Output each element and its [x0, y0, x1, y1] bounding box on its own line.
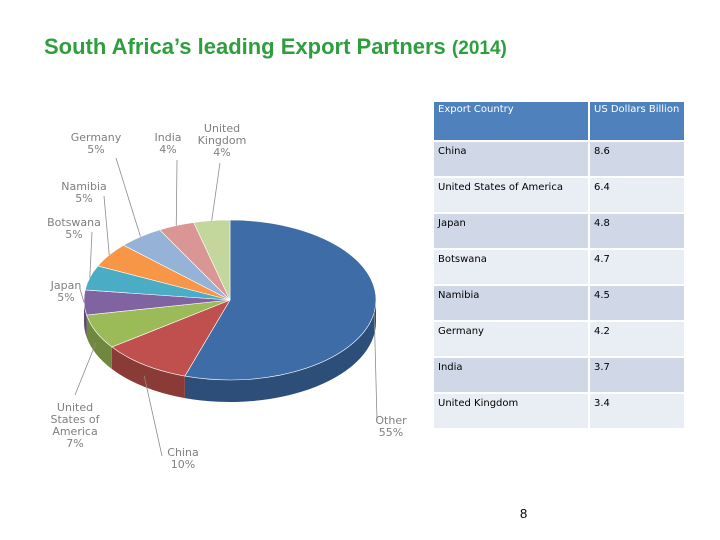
- cell-country: Germany: [432, 320, 590, 358]
- cell-value: 4.5: [588, 284, 686, 322]
- table-row: Botswana 4.7: [432, 248, 686, 286]
- cell-country: Namibia: [432, 284, 590, 322]
- cell-value: 4.8: [588, 212, 686, 250]
- cell-value: 4.2: [588, 320, 686, 358]
- pie-labels: Other 55% China 10% United States of America 7%…: [47, 122, 407, 471]
- pie-side-united-states-of-america: [86, 314, 112, 370]
- pie-side-japan: [84, 300, 87, 337]
- header-us-dollars-billion: US Dollars Billion: [588, 100, 686, 142]
- leader-line-united-states-of-america: [74, 342, 97, 396]
- leader-line-united-kingdom: [211, 162, 221, 221]
- cell-value: 8.6: [588, 140, 686, 178]
- pie-label-namibia: Namibia 5%: [61, 180, 107, 205]
- table-row: United Kingdom 3.4: [432, 392, 686, 430]
- leader-line-japan: [79, 288, 85, 303]
- cell-country: China: [432, 140, 590, 178]
- cell-country: Japan: [432, 212, 590, 250]
- cell-country: India: [432, 356, 590, 394]
- leader-line-germany: [115, 157, 141, 237]
- cell-country: United Kingdom: [432, 392, 590, 430]
- cell-value: 6.4: [588, 176, 686, 214]
- leader-line-other: [373, 312, 378, 421]
- table-row: Germany 4.2: [432, 320, 686, 358]
- slide-title: South Africa’s leading Export Partners (…: [44, 34, 507, 60]
- pie-label-united-states-of-america: United States of America 7%: [51, 401, 101, 450]
- export-partners-table: Export Country US Dollars Billion China …: [432, 100, 686, 430]
- pie-label-japan: Japan 5%: [50, 279, 82, 304]
- table-row: Japan 4.8: [432, 212, 686, 250]
- page-number: 8: [520, 506, 528, 521]
- cell-country: Botswana: [432, 248, 590, 286]
- pie-leader-lines: [74, 157, 378, 457]
- cell-country: United States of America: [432, 176, 590, 214]
- table-row: India 3.7: [432, 356, 686, 394]
- leader-line-botswana: [89, 231, 93, 278]
- pie-label-germany: Germany 5%: [71, 131, 122, 156]
- header-export-country: Export Country: [432, 100, 590, 142]
- pie-label-india: India 4%: [155, 131, 182, 156]
- slide-title-year: (2014): [451, 38, 507, 59]
- table-header-row: Export Country US Dollars Billion: [432, 100, 686, 142]
- cell-value: 4.7: [588, 248, 686, 286]
- pie-label-united-kingdom: United Kingdom 4%: [198, 122, 247, 159]
- cell-value: 3.4: [588, 392, 686, 430]
- table-row: China 8.6: [432, 140, 686, 178]
- pie-side-other: [184, 300, 376, 402]
- pie-slice-other: [184, 219, 377, 381]
- slide-title-text: South Africa’s leading Export Partners: [44, 34, 446, 59]
- pie-side-china: [111, 347, 185, 399]
- table-row: United States of America 6.4: [432, 176, 686, 214]
- pie-tops: [83, 219, 377, 381]
- pie-label-botswana: Botswana 5%: [47, 216, 101, 241]
- pie-slice-china: [111, 299, 231, 377]
- pie-sides: [84, 300, 376, 402]
- pie-label-other: Other 55%: [375, 414, 407, 439]
- export-partners-pie-chart: Other 55% China 10% United States of America 7%…: [47, 122, 407, 471]
- cell-value: 3.7: [588, 356, 686, 394]
- leader-line-india: [175, 159, 178, 226]
- leader-line-china: [143, 375, 163, 457]
- pie-label-china: China 10%: [167, 446, 198, 471]
- leader-line-namibia: [103, 195, 110, 256]
- table-row: Namibia 4.5: [432, 284, 686, 322]
